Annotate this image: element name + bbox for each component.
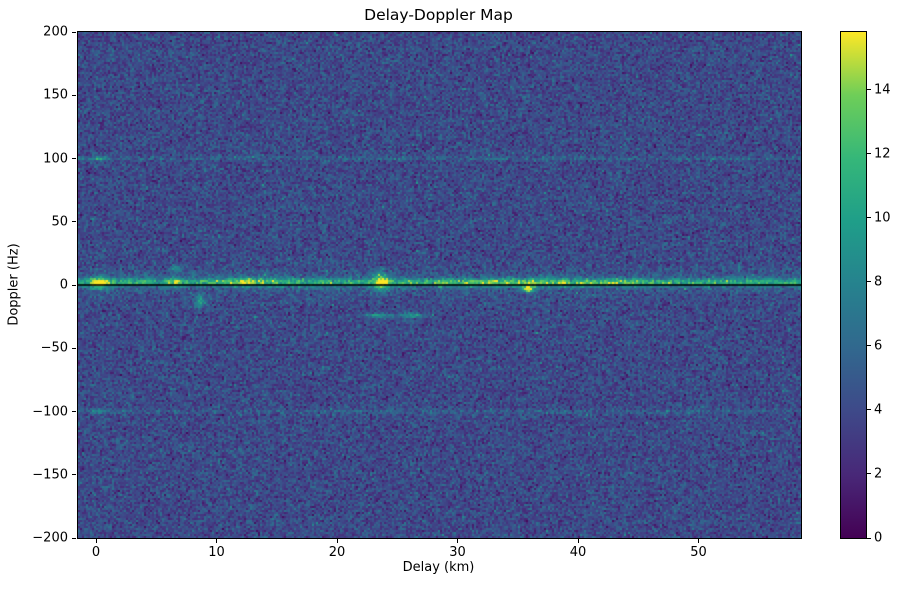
colorbar-tick-label: 0 bbox=[874, 530, 883, 546]
y-tick-label: −200 bbox=[32, 530, 68, 546]
y-tick-label: 100 bbox=[43, 151, 68, 166]
x-tick-mark bbox=[698, 539, 700, 543]
y-tick-mark bbox=[72, 94, 76, 96]
x-tick-label: 0 bbox=[91, 545, 101, 560]
x-tick-label: 20 bbox=[328, 545, 346, 560]
y-tick-mark bbox=[72, 31, 76, 33]
y-tick-mark bbox=[72, 537, 76, 539]
x-tick-mark bbox=[216, 539, 218, 543]
chart-title: Delay-Doppler Map bbox=[364, 6, 513, 24]
colorbar-tick-label: 10 bbox=[874, 210, 891, 226]
plot-area bbox=[77, 31, 802, 539]
x-axis-label: Delay (km) bbox=[402, 560, 475, 575]
colorbar-tick-label: 6 bbox=[874, 338, 883, 354]
x-tick-mark bbox=[336, 539, 338, 543]
y-tick-label: 150 bbox=[43, 87, 68, 103]
colorbar-tick-label: 4 bbox=[874, 402, 883, 418]
colorbar-tick-mark bbox=[867, 89, 871, 91]
y-tick-mark bbox=[72, 347, 76, 349]
y-tick-label: 50 bbox=[51, 214, 68, 230]
colorbar-tick-mark bbox=[867, 153, 871, 155]
colorbar-tick-mark bbox=[867, 345, 871, 347]
x-tick-label: 50 bbox=[690, 545, 707, 560]
x-tick-label: 40 bbox=[569, 545, 587, 560]
y-tick-label: 0 bbox=[59, 277, 68, 293]
y-tick-label: −50 bbox=[40, 340, 68, 356]
x-tick-label: 10 bbox=[208, 545, 225, 560]
y-tick-label: −150 bbox=[32, 467, 68, 483]
y-tick-label: −100 bbox=[32, 404, 68, 419]
colorbar-tick-label: 8 bbox=[874, 274, 883, 290]
colorbar-tick-mark bbox=[867, 473, 871, 475]
colorbar-tick-label: 2 bbox=[874, 466, 883, 482]
y-tick-mark bbox=[72, 158, 76, 159]
colorbar-tick-mark bbox=[867, 537, 871, 539]
y-tick-mark bbox=[72, 221, 76, 223]
colorbar-tick-mark bbox=[867, 281, 871, 283]
x-tick-mark bbox=[457, 539, 459, 543]
x-tick-label: 30 bbox=[449, 545, 466, 560]
y-tick-mark bbox=[72, 474, 76, 476]
y-axis-label: Doppler (Hz) bbox=[6, 243, 22, 326]
colorbar bbox=[840, 31, 867, 539]
x-tick-mark bbox=[577, 539, 579, 543]
heatmap-canvas bbox=[78, 32, 801, 538]
colorbar-tick-mark bbox=[867, 409, 871, 411]
y-tick-label: 200 bbox=[43, 24, 68, 40]
colorbar-tick-mark bbox=[867, 217, 871, 219]
colorbar-tick-label: 14 bbox=[874, 82, 891, 98]
y-tick-mark bbox=[72, 284, 76, 286]
y-tick-mark bbox=[72, 411, 76, 412]
x-tick-mark bbox=[95, 539, 97, 543]
colorbar-tick-label: 12 bbox=[874, 146, 891, 162]
